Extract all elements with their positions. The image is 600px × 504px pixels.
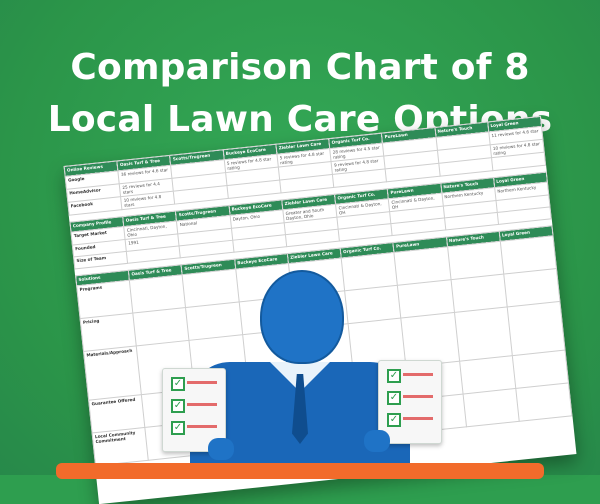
tie bbox=[292, 374, 308, 444]
table-cell bbox=[506, 301, 566, 356]
table-cell bbox=[454, 306, 513, 362]
checklist-right-icon: ✓ ✓ ✓ bbox=[378, 360, 442, 444]
checkbox-icon: ✓ bbox=[171, 399, 185, 413]
checkbox-icon: ✓ bbox=[171, 421, 185, 435]
person-head bbox=[260, 270, 344, 364]
checklist-line bbox=[187, 381, 217, 384]
table-cell bbox=[515, 382, 572, 422]
checkbox-icon: ✓ bbox=[387, 391, 401, 405]
row-label: Materials/Approach bbox=[83, 345, 142, 401]
checklist-line bbox=[187, 403, 217, 406]
hand-left bbox=[208, 438, 234, 460]
collar-left bbox=[270, 362, 300, 392]
title-line-1: Comparison Chart of 8 bbox=[70, 47, 530, 88]
person-illustration: ✓ ✓ ✓ ✓ ✓ ✓ bbox=[150, 270, 450, 475]
bottom-orange-bar bbox=[56, 463, 544, 479]
checklist-line bbox=[403, 373, 433, 376]
checklist-line bbox=[187, 425, 217, 428]
collar-right bbox=[300, 362, 330, 392]
table-cell bbox=[462, 388, 519, 427]
checklist-line bbox=[403, 417, 433, 420]
hand-right bbox=[364, 430, 390, 452]
checkbox-icon: ✓ bbox=[387, 369, 401, 383]
checklist-line bbox=[403, 395, 433, 398]
row-label: Local Community Commitment bbox=[92, 427, 149, 466]
checkbox-icon: ✓ bbox=[387, 413, 401, 427]
checkbox-icon: ✓ bbox=[171, 377, 185, 391]
